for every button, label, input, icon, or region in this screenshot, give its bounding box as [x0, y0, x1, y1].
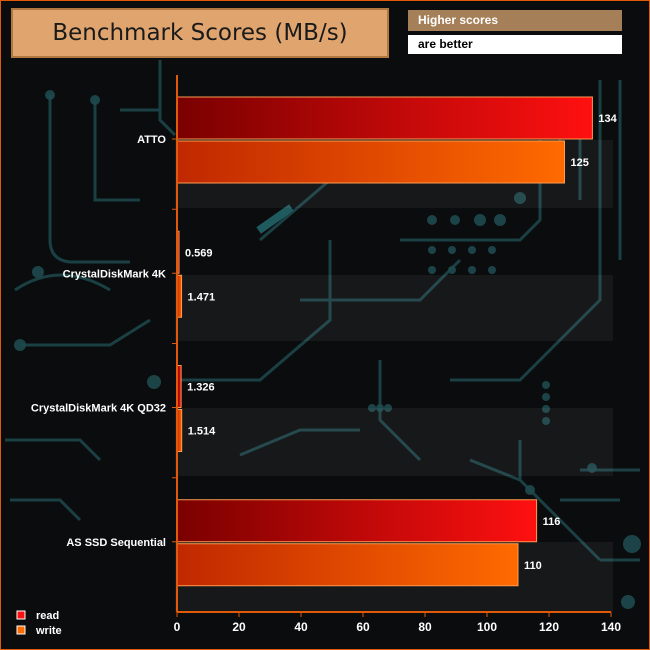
- legend-swatch-write: [16, 625, 26, 635]
- data-label-write: 1.514: [188, 426, 216, 438]
- bar-read: [176, 499, 538, 543]
- bar-write: [176, 140, 565, 184]
- data-label-write: 125: [571, 157, 589, 169]
- axes-layer: ATTO CrystalDiskMark 4K CrystalDiskMark 4K…: [31, 75, 621, 634]
- data-label-read: 0.569: [185, 247, 213, 259]
- note-are-better: are better: [408, 35, 622, 54]
- x-tick-label: 40: [294, 620, 308, 634]
- category-label: CrystalDiskMark 4K QD32: [31, 403, 166, 415]
- bar-read: [176, 96, 593, 140]
- data-label-read: 134: [598, 113, 617, 125]
- x-tick-label: 140: [601, 620, 621, 634]
- legend: read write: [16, 610, 62, 637]
- x-tick-label: 20: [232, 620, 246, 634]
- x-tick-label: 60: [356, 620, 370, 634]
- x-tick-label: 80: [418, 620, 432, 634]
- x-tick-label: 100: [477, 620, 497, 634]
- legend-label-read: read: [36, 610, 59, 622]
- category-label: CrystalDiskMark 4K: [63, 268, 166, 280]
- data-label-read: 116: [543, 516, 561, 528]
- chart-title: Benchmark Scores (MB/s): [11, 8, 389, 58]
- legend-label-write: write: [35, 625, 62, 637]
- data-label-write: 110: [524, 560, 542, 572]
- x-tick-label: 120: [539, 620, 559, 634]
- note-higher-scores: Higher scores: [408, 10, 622, 31]
- x-tick-label: 0: [174, 620, 181, 634]
- category-label: AS SSD Sequential: [66, 537, 166, 549]
- bar-write: [176, 543, 519, 587]
- data-label-write: 1.471: [188, 291, 216, 303]
- bars-layer: 134 125 0.569 1.471 1.326 1.514 116 110: [176, 96, 618, 587]
- category-label: ATTO: [137, 134, 166, 146]
- legend-swatch-read: [16, 610, 26, 620]
- data-label-read: 1.326: [187, 382, 215, 394]
